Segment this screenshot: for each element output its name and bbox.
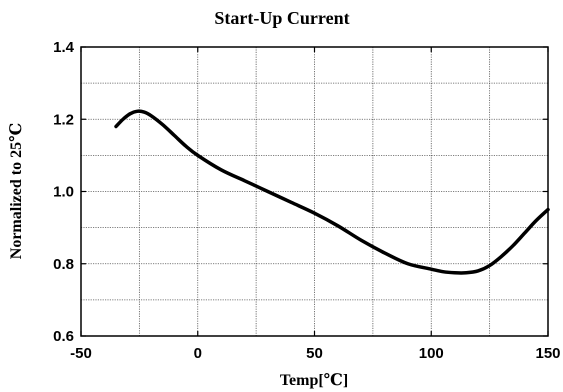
x-tick-label: -50 (70, 345, 92, 362)
y-tick-label: 1.2 (53, 111, 74, 128)
x-tick-label: 0 (194, 345, 202, 362)
x-axis-label: Temp[℃] (280, 372, 348, 389)
x-tick-label: 100 (419, 345, 444, 362)
y-tick-label: 0.8 (53, 256, 74, 273)
x-tick-label: 50 (306, 345, 323, 362)
y-tick-label: 0.6 (53, 328, 74, 345)
x-tick-label: 150 (535, 345, 560, 362)
tick-labels: -50 0 50 100 150 0.6 0.8 1.0 1.2 1.4 (53, 39, 560, 362)
series-layer (114, 109, 550, 275)
y-axis-label: Normalized to 25℃ (8, 123, 25, 259)
y-tick-label: 1.0 (53, 184, 74, 201)
series-line (114, 109, 550, 275)
grid (81, 47, 548, 336)
plot-frame (80, 46, 549, 337)
chart-title: Start-Up Current (214, 8, 349, 28)
y-tick-label: 1.4 (53, 39, 75, 56)
